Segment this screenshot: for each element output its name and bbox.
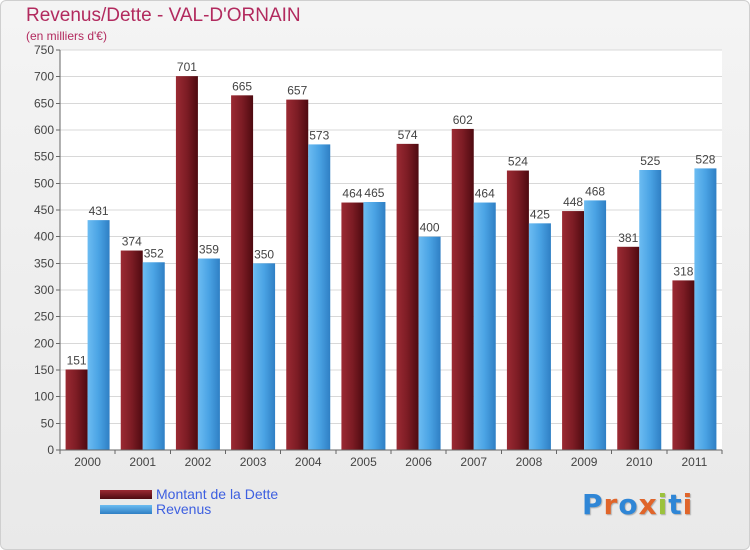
- data-label-revenus: 465: [364, 186, 384, 200]
- data-label-revenus: 464: [475, 187, 495, 201]
- x-tick-label: 2007: [460, 455, 487, 469]
- data-label-revenus: 573: [309, 128, 329, 142]
- logo-letter: o: [618, 488, 639, 521]
- data-label-dette: 665: [232, 79, 252, 93]
- data-label-revenus: 525: [640, 154, 660, 168]
- bar-revenus: [253, 263, 276, 450]
- bar-revenus: [584, 200, 607, 450]
- y-tick-label: 500: [34, 176, 54, 190]
- logo-letter: x: [638, 488, 658, 521]
- y-tick-label: 350: [34, 256, 54, 270]
- data-label-dette: 318: [673, 264, 693, 278]
- y-tick-label: 550: [34, 150, 54, 164]
- legend-label-revenus: Revenus: [156, 501, 212, 517]
- bar-dette: [562, 211, 585, 450]
- logo-letter: t: [668, 488, 683, 521]
- bar-dette: [120, 250, 143, 450]
- data-label-dette: 381: [618, 231, 638, 245]
- y-tick-label: 50: [41, 416, 55, 430]
- data-label-revenus: 350: [254, 247, 274, 261]
- bar-revenus: [418, 236, 441, 450]
- data-label-revenus: 352: [144, 246, 164, 260]
- x-tick-label: 2004: [295, 455, 322, 469]
- data-label-dette: 657: [287, 84, 307, 98]
- y-tick-label: 0: [47, 443, 54, 457]
- bar-revenus: [142, 262, 165, 450]
- bar-dette: [506, 170, 529, 451]
- data-label-dette: 374: [122, 235, 142, 249]
- y-tick-label: 700: [34, 70, 54, 84]
- x-tick-label: 2006: [405, 455, 432, 469]
- data-label-revenus: 400: [420, 221, 440, 235]
- x-tick-label: 2001: [129, 455, 156, 469]
- y-tick-label: 100: [34, 390, 54, 404]
- legend-swatch-revenus: [100, 505, 152, 514]
- logo-letter: i: [682, 488, 694, 521]
- bar-revenus: [308, 144, 331, 450]
- x-tick-label: 2003: [240, 455, 267, 469]
- y-tick-label: 600: [34, 123, 54, 137]
- bar-revenus: [197, 258, 220, 450]
- data-label-revenus: 425: [530, 207, 550, 221]
- data-label-revenus: 528: [695, 152, 715, 166]
- data-label-dette: 574: [398, 128, 418, 142]
- y-tick-label: 250: [34, 310, 54, 324]
- x-tick-label: 2005: [350, 455, 377, 469]
- proxiti-logo: Proxiti: [582, 488, 693, 521]
- y-tick-label: 200: [34, 336, 54, 350]
- x-tick-label: 2009: [571, 455, 598, 469]
- data-label-dette: 602: [453, 113, 473, 127]
- chart-title: Revenus/Dette - VAL-D'ORNAIN: [26, 5, 301, 26]
- data-label-dette: 151: [67, 353, 87, 367]
- bar-dette: [231, 95, 254, 450]
- y-tick-label: 650: [34, 96, 54, 110]
- logo-letter: r: [603, 488, 619, 521]
- y-tick-label: 750: [34, 43, 54, 57]
- bar-dette: [672, 280, 695, 450]
- bar-dette: [451, 128, 474, 450]
- legend-swatch-dette: [100, 490, 152, 499]
- bar-revenus: [528, 223, 551, 450]
- data-label-revenus: 431: [89, 204, 109, 218]
- bar-dette: [65, 369, 88, 450]
- x-tick-label: 2008: [516, 455, 543, 469]
- data-label-revenus: 468: [585, 184, 605, 198]
- y-tick-label: 400: [34, 230, 54, 244]
- bar-dette: [175, 76, 198, 450]
- chart-subtitle: (en milliers d'€): [26, 29, 107, 43]
- logo-letter: i: [657, 488, 669, 521]
- x-tick-label: 2002: [185, 455, 212, 469]
- data-label-dette: 524: [508, 155, 528, 169]
- bar-dette: [341, 202, 364, 450]
- plot-area: [60, 50, 722, 450]
- bar-revenus: [363, 202, 386, 450]
- bar-revenus: [639, 170, 662, 450]
- bar-revenus: [694, 168, 717, 450]
- logo-letter: P: [582, 488, 604, 521]
- y-tick-label: 300: [34, 283, 54, 297]
- bar-dette: [396, 143, 419, 450]
- bar-dette: [286, 99, 309, 450]
- x-tick-label: 2010: [626, 455, 653, 469]
- data-label-dette: 701: [177, 60, 197, 74]
- y-tick-label: 150: [34, 363, 54, 377]
- bar-dette: [617, 246, 640, 450]
- data-label-dette: 448: [563, 195, 583, 209]
- bar-revenus: [473, 202, 496, 450]
- y-tick-label: 450: [34, 203, 54, 217]
- data-label-dette: 464: [342, 187, 362, 201]
- legend-label-dette: Montant de la Dette: [156, 486, 279, 502]
- data-label-revenus: 359: [199, 243, 219, 257]
- x-tick-label: 2000: [74, 455, 101, 469]
- x-tick-label: 2011: [682, 455, 708, 469]
- bar-revenus: [87, 220, 110, 450]
